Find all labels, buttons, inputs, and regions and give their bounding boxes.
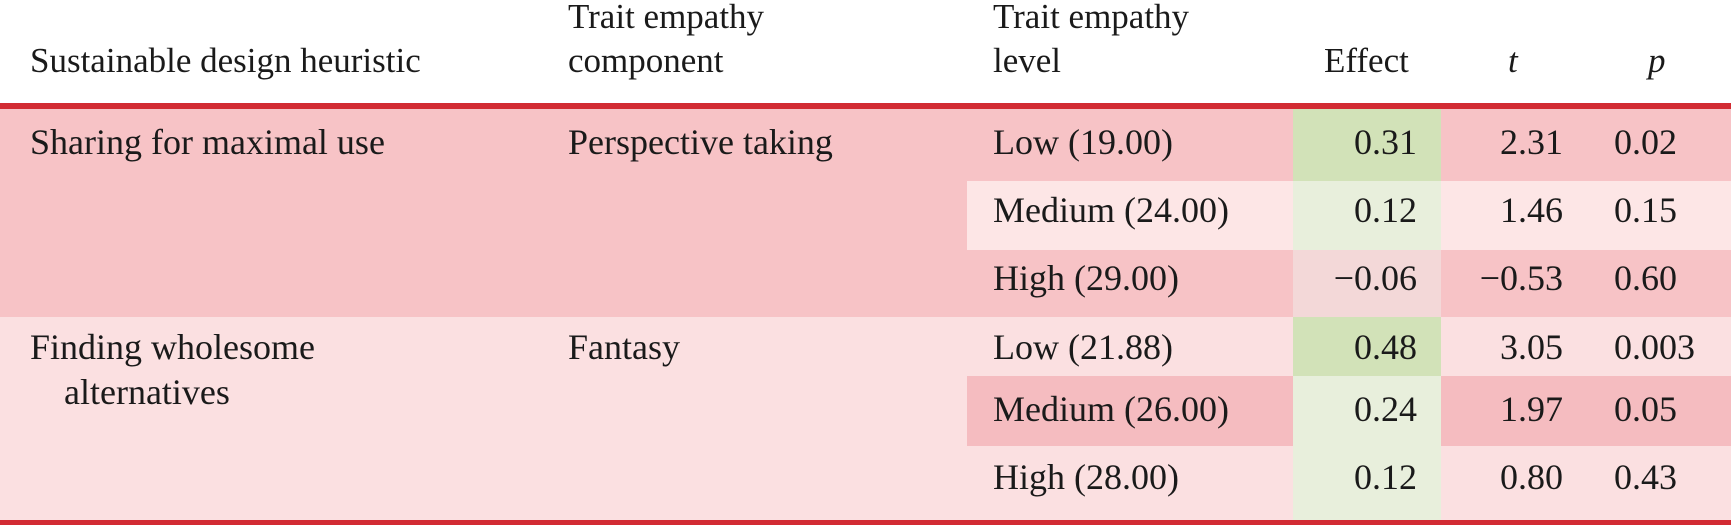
g1r2-p: 0.15 — [1614, 190, 1677, 230]
effect-cell-strong-2 — [1293, 317, 1441, 376]
effect-cell-strong — [1293, 109, 1441, 181]
header-component-line1: Trait empathy — [568, 0, 765, 36]
group2-component: Fantasy — [568, 327, 680, 367]
g2r1-level: Low (21.88) — [993, 327, 1173, 367]
g1r2-t: 1.46 — [1500, 190, 1563, 230]
group2-heuristic-line1: Finding wholesome — [30, 327, 315, 367]
g2r2-t: 1.97 — [1500, 389, 1563, 429]
g1r1-p: 0.02 — [1614, 122, 1677, 162]
g2r2-p: 0.05 — [1614, 389, 1677, 429]
header-rule — [0, 103, 1731, 109]
g1r3-p: 0.60 — [1614, 258, 1677, 298]
g2r1-t: 3.05 — [1500, 327, 1563, 367]
g2r3-effect: 0.12 — [1354, 457, 1417, 497]
group2-heuristic-line2: alternatives — [64, 372, 230, 412]
bottom-rule — [0, 520, 1731, 525]
g2r3-p: 0.43 — [1614, 457, 1677, 497]
header-t: t — [1508, 41, 1518, 80]
effect-cell-negative — [1293, 250, 1441, 317]
g1r3-t: −0.53 — [1479, 258, 1563, 298]
g2r1-effect: 0.48 — [1354, 327, 1417, 367]
g1r2-effect: 0.12 — [1354, 190, 1417, 230]
g1r3-effect: −0.06 — [1333, 258, 1417, 298]
effect-cell-light — [1293, 181, 1441, 250]
header-effect: Effect — [1324, 41, 1409, 80]
effect-cell-light-2 — [1293, 376, 1441, 446]
header-level-line2: level — [993, 41, 1062, 80]
header-p: p — [1648, 41, 1666, 80]
effect-cell-light-3 — [1293, 446, 1441, 520]
g1r2-level: Medium (24.00) — [993, 190, 1229, 230]
g2r2-level: Medium (26.00) — [993, 389, 1229, 429]
group1-heuristic: Sharing for maximal use — [30, 122, 385, 162]
g1r3-level: High (29.00) — [993, 258, 1179, 298]
header-level-line1: Trait empathy — [993, 0, 1190, 36]
g2r1-p: 0.003 — [1614, 327, 1695, 367]
group1-component: Perspective taking — [568, 122, 833, 162]
g2r3-level: High (28.00) — [993, 457, 1179, 497]
header-component-line2: component — [568, 41, 724, 80]
g1r1-level: Low (19.00) — [993, 122, 1173, 162]
header-heuristic: Sustainable design heuristic — [30, 41, 421, 80]
g2r2-effect: 0.24 — [1354, 389, 1417, 429]
g1r1-effect: 0.31 — [1354, 122, 1417, 162]
g1r1-t: 2.31 — [1500, 122, 1563, 162]
g2r3-t: 0.80 — [1500, 457, 1563, 497]
